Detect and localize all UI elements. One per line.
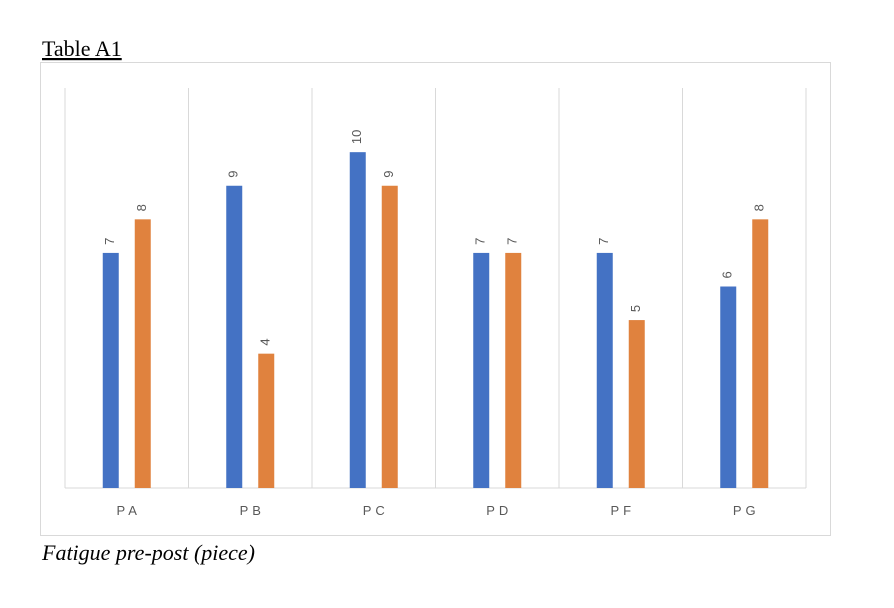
bar — [720, 286, 737, 488]
value-label: 7 — [473, 238, 488, 245]
bar — [226, 185, 243, 488]
value-label: 9 — [381, 171, 396, 178]
bar — [505, 252, 522, 488]
x-tick-label: PC — [363, 503, 389, 518]
value-label: 7 — [596, 238, 611, 245]
bar — [258, 353, 275, 488]
bar — [349, 152, 366, 488]
value-label: 5 — [628, 305, 643, 312]
bar — [628, 320, 645, 488]
value-label: 7 — [102, 238, 117, 245]
value-label: 8 — [752, 204, 767, 211]
value-label: 8 — [134, 204, 149, 211]
bar — [596, 252, 613, 488]
bar — [752, 219, 769, 489]
caption: Fatigue pre-post (piece) — [41, 540, 255, 565]
value-label: 10 — [349, 130, 364, 144]
x-tick-label: PG — [733, 503, 760, 518]
x-tick-label: PA — [117, 503, 141, 518]
x-tick-label: PD — [486, 503, 512, 518]
bar — [473, 252, 490, 488]
bar — [134, 219, 151, 489]
bar — [381, 185, 398, 488]
value-label: 7 — [505, 238, 520, 245]
bar — [102, 252, 119, 488]
x-tick-label: PF — [610, 503, 635, 518]
x-tick-label: PB — [240, 503, 265, 518]
heading: Table A1 — [42, 36, 122, 61]
value-label: 4 — [258, 338, 273, 345]
value-label: 6 — [720, 271, 735, 278]
value-label: 9 — [226, 171, 241, 178]
